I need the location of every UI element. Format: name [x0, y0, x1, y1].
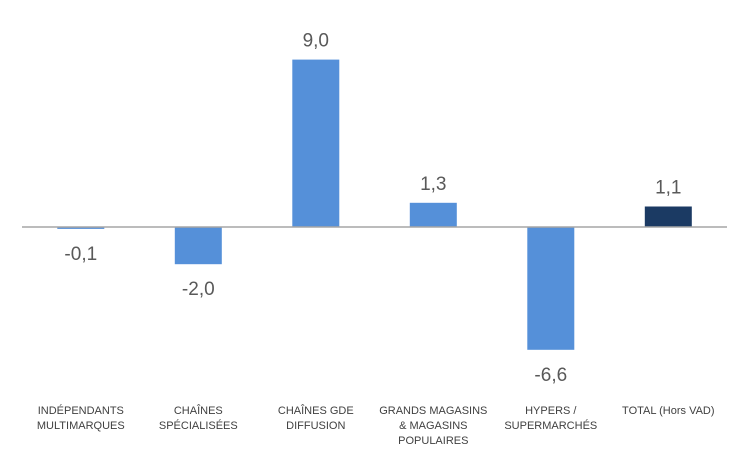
category-label-4: HYPERS / SUPERMARCHÉS [504, 405, 597, 432]
category-label-line: & MAGASINS [399, 420, 467, 432]
bar-4 [527, 227, 575, 350]
bar-3 [409, 202, 457, 227]
category-label-line: GRANDS MAGASINS [379, 405, 487, 417]
value-label-1: -2,0 [182, 279, 215, 300]
bar-2 [292, 59, 340, 227]
category-label-5: TOTAL (Hors VAD) [622, 405, 715, 417]
category-label-0: INDÉPENDANTS MULTIMARQUES [37, 404, 125, 432]
category-label-line: SPÉCIALISÉES [159, 419, 238, 432]
category-label-line: CHAÎNES [174, 404, 223, 417]
category-label-line: TOTAL (Hors VAD) [622, 405, 715, 417]
bar-0 [57, 227, 105, 229]
category-label-line: MULTIMARQUES [37, 420, 125, 432]
value-label-0: -0,1 [64, 244, 97, 265]
bar-1 [174, 227, 222, 265]
category-label-line: HYPERS / [525, 405, 577, 417]
value-label-4: -6,6 [534, 365, 567, 386]
category-label-line: POPULAIRES [398, 435, 468, 447]
category-label-line: CHAÎNES GDE [278, 404, 354, 417]
category-label-1: CHAÎNES SPÉCIALISÉES [159, 404, 238, 432]
category-label-line: DIFFUSION [286, 420, 345, 432]
bar-5 [644, 206, 692, 227]
value-label-3: 1,3 [420, 174, 446, 195]
category-label-line: SUPERMARCHÉS [504, 419, 597, 432]
category-label-3: GRANDS MAGASINS & MAGASINS POPULAIRES [379, 405, 487, 447]
category-label-line: INDÉPENDANTS [38, 404, 124, 417]
value-label-2: 9,0 [303, 31, 329, 52]
value-label-5: 1,1 [655, 178, 681, 199]
category-label-2: CHAÎNES GDE DIFFUSION [278, 404, 354, 432]
